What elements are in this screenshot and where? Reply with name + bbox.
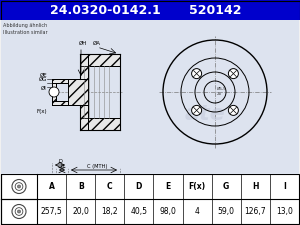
Text: 126,7: 126,7	[244, 207, 266, 216]
Polygon shape	[80, 54, 120, 66]
Text: A: A	[49, 182, 55, 191]
Text: C: C	[107, 182, 112, 191]
Text: F(x): F(x)	[36, 109, 47, 114]
Bar	[1, 20, 299, 174]
Circle shape	[192, 69, 202, 79]
Bar	[1, 174, 299, 224]
Text: D: D	[58, 159, 62, 164]
Text: Ø5,5: Ø5,5	[217, 87, 227, 91]
Text: 257,5: 257,5	[41, 207, 62, 216]
Text: ate: ate	[184, 104, 225, 124]
Text: ØG: ØG	[38, 77, 47, 82]
Polygon shape	[52, 79, 68, 83]
Polygon shape	[68, 79, 88, 105]
Text: H: H	[252, 182, 259, 191]
Text: 24.0320-0142.1: 24.0320-0142.1	[50, 4, 160, 16]
Text: 520142: 520142	[189, 4, 241, 16]
Text: 20,0: 20,0	[72, 207, 89, 216]
Circle shape	[17, 185, 20, 188]
Text: 4: 4	[195, 207, 200, 216]
Bar	[0, 0, 300, 20]
Polygon shape	[80, 118, 120, 130]
Text: C (MTH): C (MTH)	[87, 164, 107, 169]
Text: ØA: ØA	[93, 41, 101, 46]
Text: 2x: 2x	[217, 92, 222, 96]
Text: ØH: ØH	[79, 41, 87, 46]
Text: I: I	[283, 182, 286, 191]
Text: 98,0: 98,0	[160, 207, 176, 216]
Text: F(x): F(x)	[188, 182, 206, 191]
Text: Abbildung ähnlich
Illustration similar: Abbildung ähnlich Illustration similar	[3, 23, 48, 35]
Polygon shape	[80, 105, 88, 130]
Text: B: B	[60, 164, 64, 169]
Circle shape	[192, 105, 202, 115]
Polygon shape	[80, 54, 88, 79]
Polygon shape	[52, 101, 68, 105]
Text: E: E	[165, 182, 171, 191]
Text: ØI: ØI	[41, 86, 47, 91]
Text: 59,0: 59,0	[218, 207, 235, 216]
Circle shape	[228, 105, 239, 115]
Text: 13,0: 13,0	[276, 207, 293, 216]
Circle shape	[49, 87, 59, 97]
Text: 40,5: 40,5	[130, 207, 147, 216]
Text: 18,2: 18,2	[101, 207, 118, 216]
Polygon shape	[52, 83, 56, 101]
Text: B: B	[78, 182, 83, 191]
Text: D: D	[136, 182, 142, 191]
Circle shape	[17, 210, 20, 213]
Circle shape	[228, 69, 239, 79]
Text: G: G	[223, 182, 229, 191]
Text: ØE: ØE	[39, 73, 47, 78]
